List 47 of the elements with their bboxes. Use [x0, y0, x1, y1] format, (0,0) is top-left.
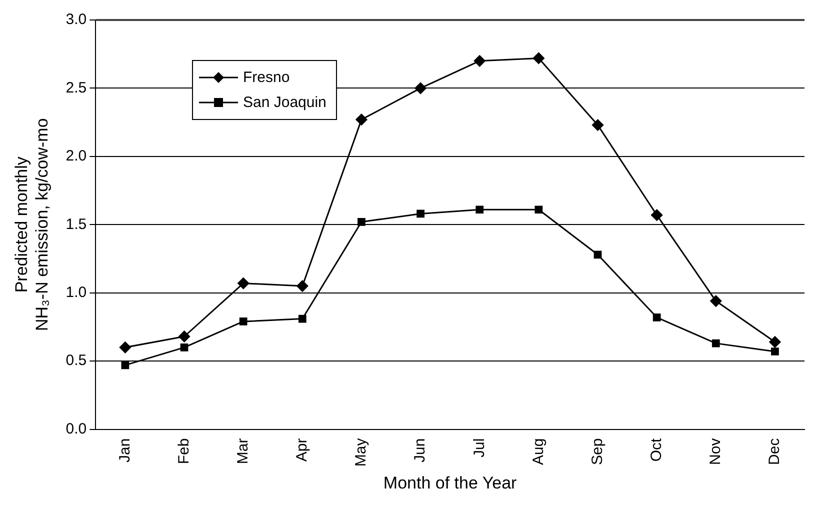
point — [534, 206, 543, 214]
y-tick-label: 1.0 — [66, 284, 87, 301]
point — [298, 314, 306, 323]
x-axis-title: Month of the Year — [383, 473, 518, 492]
point — [710, 295, 722, 307]
point — [594, 250, 602, 259]
point — [592, 119, 604, 131]
y-tick-label: 0.0 — [66, 420, 87, 438]
x-tick-label: Dec — [766, 438, 784, 465]
x-tick-label: May — [352, 438, 370, 467]
point — [416, 210, 424, 218]
point — [771, 348, 779, 356]
legend-label: San Joaquin — [243, 94, 326, 111]
y-tick-label: 1.5 — [66, 216, 87, 233]
point — [180, 343, 188, 352]
point — [652, 313, 661, 322]
x-tick-label: Sep — [588, 438, 606, 465]
point — [358, 218, 366, 226]
point — [239, 318, 248, 326]
y-tick-label: 0.5 — [66, 352, 87, 370]
point — [356, 114, 368, 126]
y-tick-label: 3.0 — [66, 11, 87, 28]
point — [474, 55, 486, 67]
point — [712, 339, 720, 348]
point — [178, 330, 190, 342]
x-tick-label: Jun — [412, 438, 429, 462]
y-tick-label: 2.0 — [66, 148, 87, 165]
x-tick-label: Mar — [234, 438, 252, 464]
x-tick-label: Jan — [116, 438, 134, 462]
x-tick-label: Apr — [294, 438, 311, 462]
x-tick-label: Oct — [648, 437, 665, 462]
point — [651, 209, 663, 221]
x-tick-label: Nov — [707, 438, 724, 465]
point — [296, 280, 308, 292]
point — [238, 278, 250, 290]
point — [119, 342, 131, 354]
point — [121, 361, 130, 370]
y-axis-title: Predicted monthly NH₃-N emission, kg/cow-mo — [12, 118, 52, 332]
legend-label: Fresno — [243, 69, 290, 86]
point — [532, 52, 544, 64]
point — [769, 336, 781, 348]
y-tick-label: 2.5 — [66, 79, 87, 96]
point — [476, 206, 484, 214]
x-tick-label: Jul — [470, 438, 488, 458]
x-tick-label: Aug — [530, 438, 547, 465]
x-tick-label: Feb — [175, 438, 192, 464]
point — [414, 82, 426, 94]
